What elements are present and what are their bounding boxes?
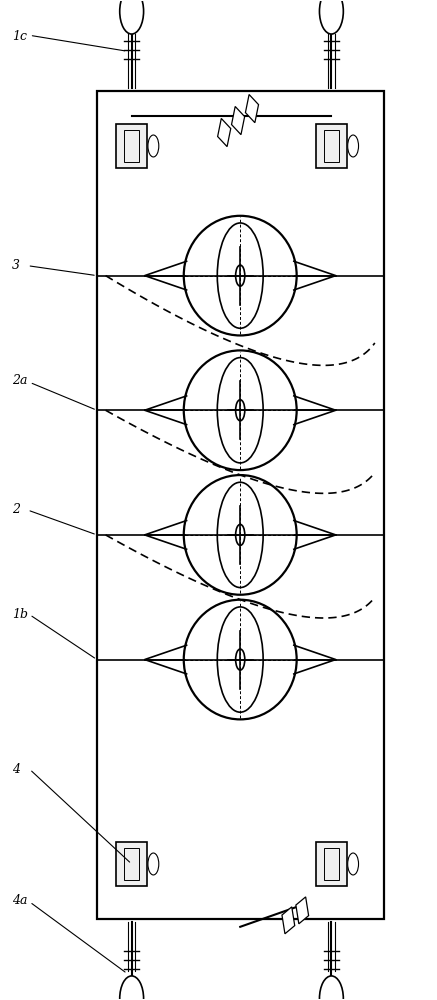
Text: 1c: 1c	[12, 30, 27, 43]
Ellipse shape	[120, 976, 144, 1000]
Bar	[232, 106, 245, 135]
Bar	[97, 91, 384, 919]
Text: 3: 3	[12, 259, 20, 272]
Bar	[316, 124, 347, 168]
Text: 1b: 1b	[12, 608, 28, 621]
Text: 4: 4	[12, 763, 20, 776]
Ellipse shape	[348, 135, 358, 157]
Bar	[296, 897, 309, 924]
Text: 2a: 2a	[12, 374, 28, 387]
Bar	[324, 848, 339, 880]
Bar	[218, 118, 231, 147]
Text: 4a: 4a	[12, 894, 28, 907]
Bar	[316, 842, 347, 886]
Ellipse shape	[120, 0, 144, 34]
Bar	[124, 848, 139, 880]
Ellipse shape	[319, 0, 343, 34]
Bar	[124, 130, 139, 162]
Bar	[116, 842, 147, 886]
Bar	[116, 124, 147, 168]
Ellipse shape	[348, 853, 358, 875]
Ellipse shape	[319, 976, 343, 1000]
Bar	[246, 95, 259, 123]
Ellipse shape	[148, 135, 159, 157]
Text: 2: 2	[12, 503, 20, 516]
Bar	[282, 907, 295, 934]
Bar	[324, 130, 339, 162]
Ellipse shape	[148, 853, 159, 875]
